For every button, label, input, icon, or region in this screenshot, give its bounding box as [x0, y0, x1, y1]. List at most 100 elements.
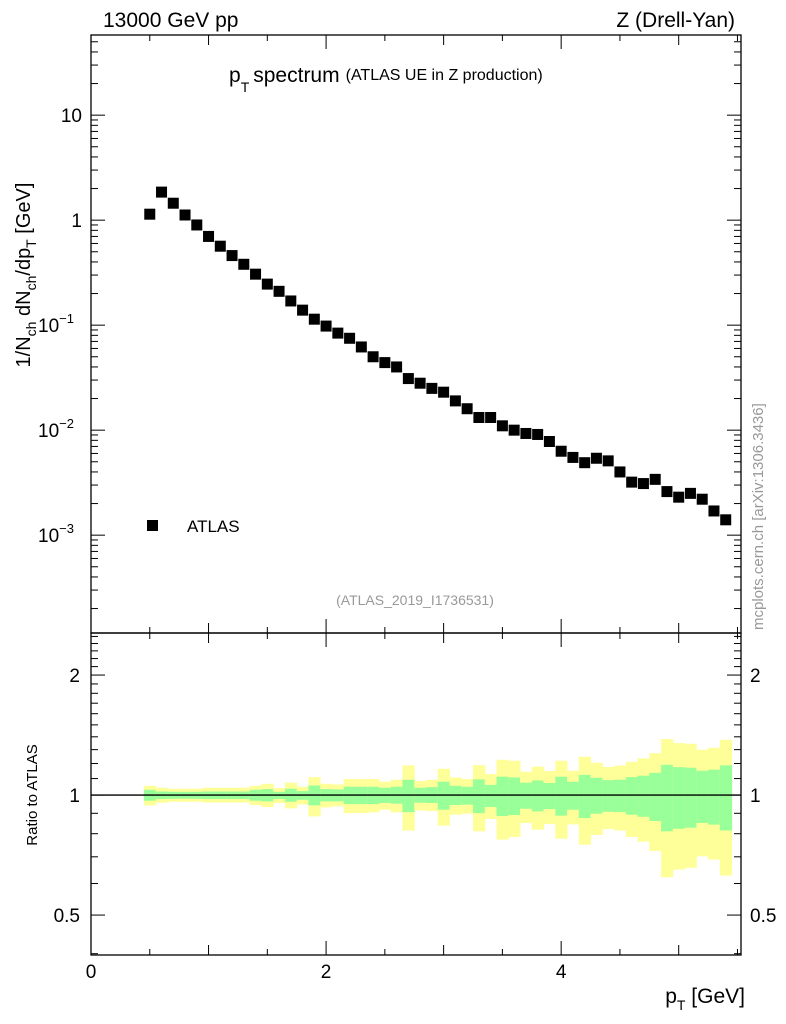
inner-band-bin: [672, 767, 686, 829]
inner-band-bin: [637, 775, 650, 817]
x-tick-label: 4: [556, 962, 567, 983]
data-point: [520, 427, 532, 439]
data-point: [708, 505, 720, 517]
ratio-frame: [90, 632, 742, 956]
data-point: [543, 435, 555, 447]
y-axis-label-main: 1/Nch dNch/dpT [GeV]: [13, 183, 39, 368]
ratio-y-tick-label-right: 1: [750, 786, 761, 807]
ratio-y-tick-label: 2: [69, 666, 80, 687]
main-frame: [90, 34, 742, 634]
y-tick-label: 10−3: [38, 521, 74, 547]
main-title: pT spectrum (ATLAS UE in Z production): [229, 64, 543, 95]
inner-band-bin: [484, 784, 498, 808]
analysis-id: (ATLAS_2019_I1736531): [336, 592, 494, 608]
inner-band-bin: [531, 780, 545, 812]
inner-band-bin: [684, 767, 697, 828]
data-point: [332, 327, 344, 339]
data-point: [273, 285, 285, 297]
title-small: (ATLAS UE in Z production): [346, 67, 543, 84]
inner-band-bin: [708, 769, 721, 825]
inner-band-bin: [543, 783, 556, 810]
inner-band-bin: [473, 779, 486, 814]
data-point: [167, 197, 179, 209]
data-point: [226, 250, 238, 262]
header-right: Z (Drell-Yan): [616, 9, 735, 32]
data-point: [355, 341, 367, 353]
inner-band-bin: [719, 765, 733, 831]
data-point: [203, 230, 215, 242]
data-point: [179, 209, 191, 221]
ratio-y-tick-label: 1: [69, 786, 80, 807]
data-point: [720, 514, 732, 526]
data-point: [379, 357, 391, 369]
data-point: [297, 304, 309, 316]
data-point: [696, 493, 708, 505]
ratio-y-tick-label-right: 0.5: [750, 906, 776, 927]
data-point: [308, 313, 320, 325]
data-point: [238, 258, 250, 270]
title-p: p: [229, 64, 241, 87]
inner-band-bin: [649, 772, 662, 821]
data-point: [438, 386, 450, 398]
legend: ATLAS: [147, 517, 240, 536]
inner-band-bin: [555, 776, 568, 816]
data-point: [590, 452, 602, 464]
y-tick-label: 10−1: [38, 311, 74, 337]
data-point: [532, 428, 544, 440]
inner-band-bin: [614, 779, 627, 813]
data-point: [485, 411, 497, 423]
data-point: [344, 332, 356, 344]
inner-band-bin: [520, 782, 533, 809]
data-point: [661, 486, 673, 498]
inner-band-bin: [402, 779, 415, 813]
inner-band-bin: [590, 777, 603, 814]
legend-marker: [147, 520, 158, 531]
axes: 0 2 4 10−3 10−2 10−1 1 10 0.5 0.5 1 1 2 2: [38, 34, 776, 983]
data-point: [414, 377, 426, 389]
data-point: [626, 476, 638, 488]
x-tick-label: 0: [86, 962, 97, 983]
data-point: [214, 240, 226, 252]
data-point: [250, 268, 262, 280]
y-tick-label: 10−2: [38, 416, 74, 442]
inner-band-bin: [661, 764, 674, 832]
data-point: [320, 320, 332, 332]
ratio-y-tick-label: 0.5: [54, 906, 80, 927]
data-point: [555, 445, 567, 457]
inner-band-bin: [696, 770, 709, 823]
inner-band-bin: [508, 777, 521, 816]
inner-band-bin: [602, 780, 615, 812]
data-markers: [144, 186, 732, 526]
data-point: [391, 361, 403, 373]
title-rest: spectrum: [253, 64, 339, 87]
data-point: [684, 487, 696, 499]
data-point: [367, 351, 379, 363]
data-point: [449, 395, 461, 407]
data-point: [496, 420, 508, 432]
inner-band-bin: [496, 776, 509, 817]
data-point: [144, 208, 156, 220]
y-axis-label-ratio: Ratio to ATLAS: [24, 744, 41, 845]
ratio-bands: [91, 739, 741, 878]
data-point: [567, 451, 579, 463]
inner-band-bin: [578, 774, 592, 818]
data-point: [579, 457, 591, 469]
data-point: [461, 403, 473, 415]
inner-band-bin: [625, 777, 639, 815]
data-point: [602, 455, 614, 467]
data-point: [156, 186, 168, 198]
y-tick-label: 1: [71, 211, 82, 232]
data-point: [473, 411, 485, 423]
x-tick-label: 2: [321, 962, 332, 983]
data-point: [508, 424, 520, 436]
title-sub: T: [241, 79, 250, 95]
watermark: mcplots.cern.ch [arXiv:1306.3436]: [750, 403, 767, 630]
data-point: [402, 373, 414, 385]
data-point: [637, 478, 649, 490]
x-axis-label: pT [GeV]: [665, 985, 745, 1013]
legend-label: ATLAS: [187, 517, 240, 536]
data-point: [285, 295, 297, 307]
data-point: [261, 278, 273, 290]
data-point: [673, 491, 685, 503]
